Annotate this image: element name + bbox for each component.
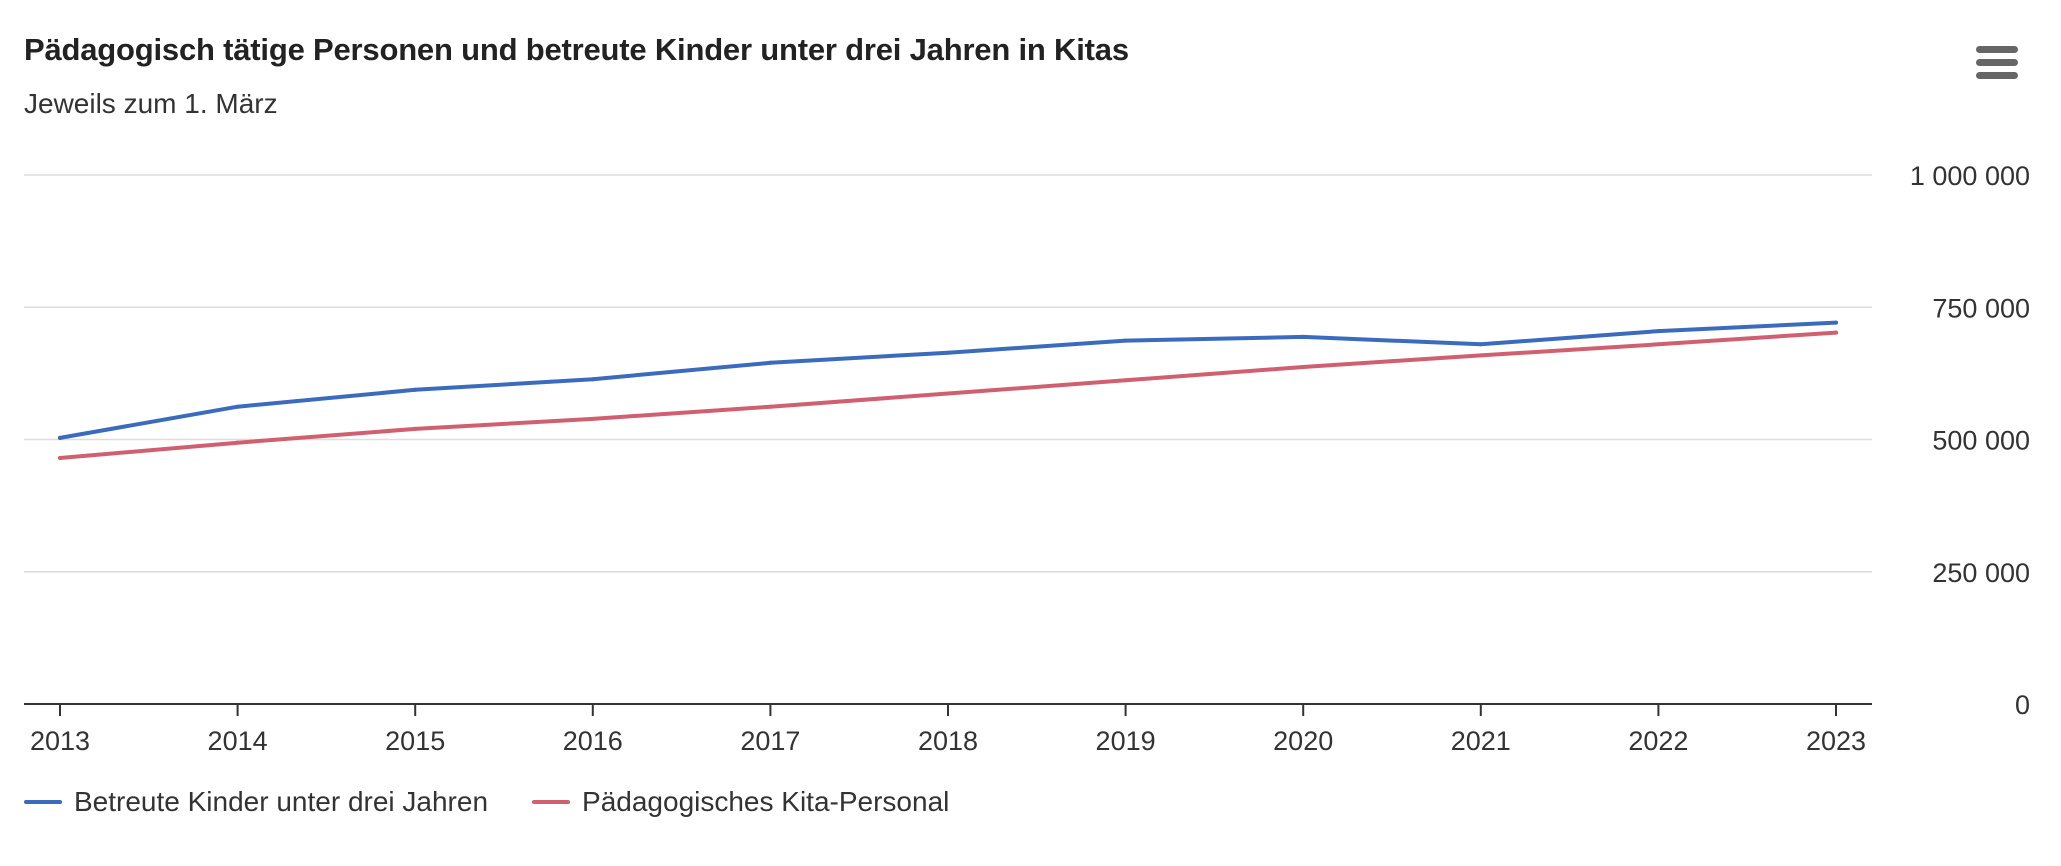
x-tick-label: 2015 <box>385 726 445 756</box>
hamburger-menu-icon[interactable] <box>1976 44 2022 84</box>
data-point <box>1123 338 1128 343</box>
data-point <box>946 391 950 396</box>
data-point <box>590 377 595 382</box>
y-tick-label: 1 000 000 <box>1910 161 2030 191</box>
legend: Betreute Kinder unter drei Jahren Pädago… <box>24 786 993 818</box>
y-axis-tick-labels: 0 250 000 500 000 750 000 1 000 000 <box>1910 161 2030 720</box>
x-tick-label: 2019 <box>1096 726 1156 756</box>
chart-subtitle: Jeweils zum 1. März <box>24 88 278 119</box>
data-point <box>235 404 240 409</box>
data-point <box>768 360 773 365</box>
legend-label-personal: Pädagogisches Kita-Personal <box>582 786 950 817</box>
data-point <box>946 350 950 355</box>
menu-bar-top <box>1976 46 2018 53</box>
data-point <box>413 387 418 392</box>
x-tick-label: 2021 <box>1451 726 1511 756</box>
x-tick-label: 2017 <box>740 726 800 756</box>
x-tick-label: 2020 <box>1273 726 1333 756</box>
legend-item-kinder[interactable]: Betreute Kinder unter drei Jahren <box>24 786 488 818</box>
data-point <box>58 435 62 440</box>
legend-item-personal[interactable]: Pädagogisches Kita-Personal <box>532 786 949 818</box>
menu-bar-middle <box>1976 59 2018 66</box>
x-tick-label: 2013 <box>30 726 90 756</box>
x-axis: 2013 2014 2015 2016 2017 2018 2019 2020 2021 2022… <box>24 703 1872 756</box>
series-lines <box>58 320 1838 461</box>
y-tick-label: 500 000 <box>1932 426 2030 456</box>
data-point <box>1123 378 1128 383</box>
x-tick-label: 2022 <box>1628 726 1688 756</box>
y-tick-label: 250 000 <box>1932 558 2030 588</box>
legend-label-kinder: Betreute Kinder unter drei Jahren <box>74 786 489 817</box>
data-point <box>1656 329 1661 334</box>
x-tick-label: 2014 <box>208 726 268 756</box>
y-tick-label: 0 <box>2015 690 2030 720</box>
x-tick-label: 2018 <box>918 726 978 756</box>
series-line-kinder <box>58 320 1838 440</box>
grid-lines <box>24 174 1872 573</box>
legend-swatch-personal <box>532 800 571 804</box>
x-tick-label: 2023 <box>1806 726 1866 756</box>
data-point <box>1834 330 1838 335</box>
line-chart: 0 250 000 500 000 750 000 1 000 000 2013 2014… <box>24 161 2030 756</box>
data-point <box>1656 342 1661 347</box>
legend-swatch-kinder <box>24 800 62 804</box>
data-point <box>1301 365 1306 370</box>
data-point <box>235 440 240 445</box>
menu-bar-bottom <box>1976 72 2018 79</box>
data-point <box>58 456 62 461</box>
x-tick-label: 2016 <box>563 726 623 756</box>
data-point <box>1834 320 1838 325</box>
data-point <box>1478 342 1483 347</box>
data-point <box>413 426 418 431</box>
y-tick-label: 750 000 <box>1932 293 2030 323</box>
data-point <box>1478 353 1483 358</box>
data-point <box>590 416 595 421</box>
data-point <box>1301 334 1306 339</box>
data-point <box>768 404 773 409</box>
chart-title: Pädagogisch tätige Personen und betreute… <box>24 32 1129 67</box>
